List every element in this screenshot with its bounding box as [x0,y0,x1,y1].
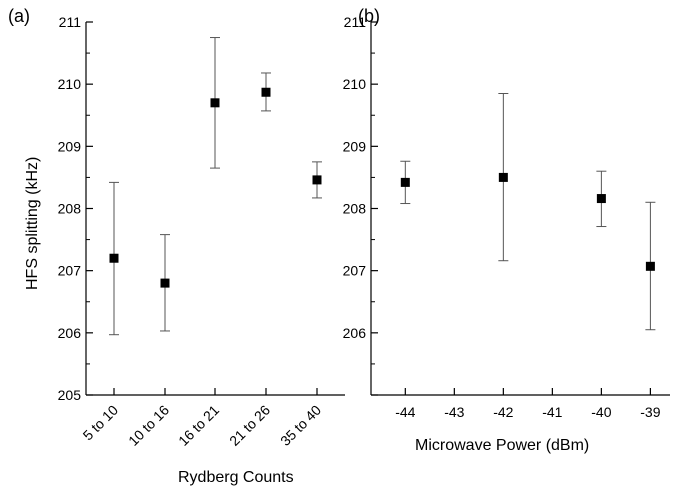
y-tick-label: 210 [58,76,82,92]
x-tick-label: -39 [640,404,660,420]
panel-b-y-ticks: 206 207 208 209 210 211 [343,14,378,396]
x-tick-label: 21 to 26 [226,402,273,449]
panel-a-label: (a) [8,6,30,26]
panel-b-x-ticks: -44 -43 -42 -41 -40 -39 [395,388,661,420]
y-tick-label: 208 [58,201,82,217]
y-tick-label: 210 [343,76,367,92]
y-tick-label: 208 [343,201,367,217]
x-tick-label: -40 [591,404,611,420]
x-tick-label: -42 [493,404,513,420]
panel-a-y-ticks: 205 206 207 208 209 210 211 [58,14,93,403]
panel-b-label: (b) [358,6,380,26]
x-tick-label: 35 to 40 [277,402,324,449]
x-tick-label: 5 to 10 [80,402,122,444]
data-point [210,98,220,108]
data-point [160,278,170,288]
data-point [645,261,655,271]
x-tick-label: -41 [542,404,562,420]
y-tick-label: 207 [58,263,82,279]
y-tick-label: 206 [343,325,367,341]
y-tick-label: 209 [58,138,82,154]
panel-a-points [109,37,322,336]
x-tick-label: 10 to 16 [125,402,172,449]
y-tick-label: 205 [58,387,82,403]
x-tick-label: 16 to 21 [175,402,222,449]
data-point [596,194,606,204]
y-tick-label: 211 [344,14,367,30]
panel-b-points [400,92,656,331]
panel-b: (b) 206 207 208 209 210 211 -44 -43 -42 -41 -40 -3… [343,6,670,454]
panel-a-x-axis-title: Rydberg Counts [178,469,294,486]
y-tick-label: 207 [343,263,367,279]
x-tick-label: -43 [444,404,464,420]
y-tick-label: 211 [59,14,82,30]
data-point [261,87,271,97]
data-point [498,172,508,182]
x-tick-label: -44 [395,404,415,420]
y-tick-label: 206 [58,325,82,341]
panel-a-x-ticks: 5 to 10 10 to 16 16 to 21 21 to 26 35 to 40 [80,388,324,449]
data-point [109,253,119,263]
y-tick-label: 209 [343,138,367,154]
data-point [400,177,410,187]
data-point [312,175,322,185]
panel-b-x-axis-title: Microwave Power (dBm) [415,437,589,454]
panel-a-y-axis-title: HFS splitting (kHz) [24,157,41,290]
panel-a: (a) 205 206 207 208 209 210 211 5 to 10 10 to 1… [8,6,345,486]
